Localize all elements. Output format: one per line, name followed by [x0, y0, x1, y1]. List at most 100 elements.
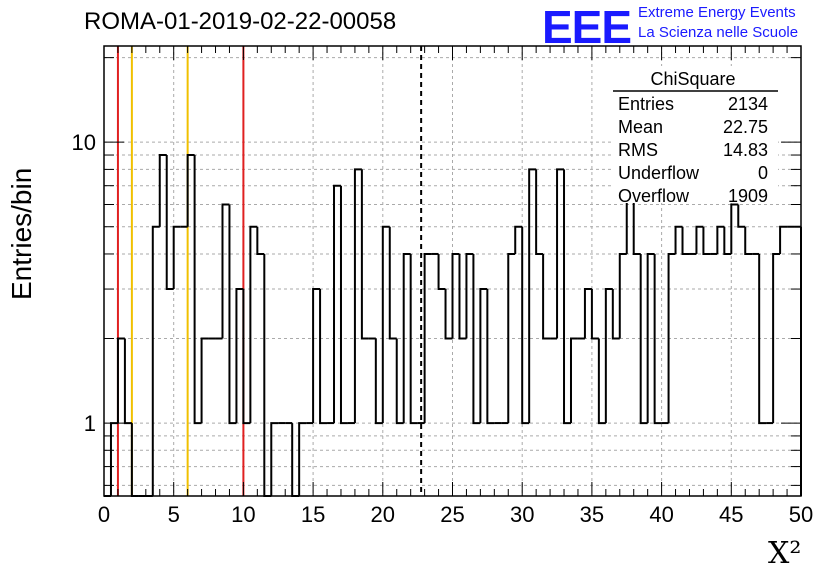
histogram-bin — [333, 184, 341, 424]
histogram-bin — [758, 253, 767, 425]
x-axis-label: X² — [768, 536, 802, 571]
x-tick-label: 50 — [789, 502, 813, 527]
x-tick-label: 20 — [371, 502, 395, 527]
histogram-bin — [151, 225, 160, 496]
histogram-bin — [772, 252, 781, 424]
eee-logo: EEE — [542, 1, 632, 53]
stats-row-value: 22.75 — [723, 117, 768, 137]
chart-title: ROMA-01-2019-02-22-00058 — [84, 8, 397, 35]
histogram-bin — [123, 338, 132, 425]
y-axis-label: Entries/bin — [6, 167, 37, 300]
x-tick-label: 40 — [649, 502, 673, 527]
histogram-bin — [409, 253, 418, 425]
histogram-bin — [339, 185, 348, 425]
histogram-bin — [779, 225, 788, 254]
histogram-bin — [479, 288, 488, 424]
histogram-bin — [542, 253, 551, 340]
histogram-bin — [695, 225, 704, 254]
stats-row-label: Overflow — [618, 186, 690, 206]
histogram-bin — [639, 253, 648, 425]
histogram-bin — [381, 225, 390, 424]
histogram-bin — [312, 288, 321, 424]
x-tick-label: 30 — [510, 502, 534, 527]
histogram-bin — [521, 226, 530, 425]
histogram-bin — [535, 169, 544, 255]
histogram-bin — [507, 252, 516, 424]
histogram-bin — [681, 226, 690, 255]
histogram-bin — [472, 253, 481, 425]
stats-row-value: 14.83 — [723, 140, 768, 160]
histogram-bin — [514, 225, 523, 254]
stats-row-label: Underflow — [618, 163, 700, 183]
histogram-bin — [451, 252, 460, 339]
y-tick-label: 10 — [72, 130, 96, 155]
histogram-bin — [444, 289, 453, 340]
histogram-bin — [583, 288, 592, 339]
histogram-bin — [744, 226, 753, 255]
histogram-bin — [563, 169, 571, 425]
x-tick-label: 10 — [231, 502, 255, 527]
x-tick-label: 35 — [580, 502, 604, 527]
histogram-bin — [458, 253, 467, 340]
histogram-bin — [353, 168, 362, 424]
histogram-bin — [200, 337, 209, 424]
histogram-bin — [172, 225, 181, 290]
histogram-bin — [193, 155, 202, 425]
x-tick-label: 5 — [168, 502, 180, 527]
stats-row-label: Mean — [618, 117, 663, 137]
histogram-bin — [235, 288, 244, 424]
histogram-bin — [158, 154, 167, 227]
histogram-bin — [360, 169, 369, 340]
logo-line-2: La Scienza nelle Scuole — [638, 24, 799, 41]
y-tick-label: 1 — [84, 411, 96, 436]
histogram-bin — [242, 289, 251, 425]
stats-row-label: RMS — [618, 140, 658, 160]
histogram-bin — [597, 338, 606, 425]
histogram-bin — [116, 337, 125, 424]
histogram-bin — [667, 252, 676, 424]
histogram-bin — [256, 226, 265, 255]
stats-box — [613, 66, 778, 203]
histogram-bin — [556, 168, 565, 339]
histogram-bin — [270, 422, 279, 496]
histogram-bin — [228, 204, 237, 425]
histogram-bin — [723, 226, 732, 255]
histogram-bin — [437, 253, 446, 291]
histogram-bin — [716, 225, 725, 254]
histogram-bin — [388, 226, 397, 340]
stats-row-value: 0 — [758, 163, 768, 183]
histogram-bin — [298, 422, 307, 496]
histogram-bin — [730, 203, 739, 254]
stats-box-title: ChiSquare — [650, 69, 735, 89]
histogram-bin — [402, 252, 411, 424]
histogram-bin — [395, 338, 404, 425]
x-tick-label: 45 — [719, 502, 743, 527]
x-tick-label: 0 — [98, 502, 110, 527]
histogram-bin — [590, 289, 599, 340]
stats-row-value: 2134 — [728, 94, 768, 114]
histogram-bin — [486, 289, 495, 425]
histogram-bin — [618, 252, 627, 339]
histogram-bin — [653, 253, 662, 425]
histogram-bin — [702, 226, 711, 255]
histogram-bin — [646, 252, 655, 424]
histogram-bin — [528, 168, 537, 424]
histogram-bin — [465, 252, 474, 339]
histogram-bin — [423, 252, 432, 424]
histogram-bin — [186, 154, 195, 227]
histogram-bin — [611, 289, 620, 340]
x-tick-label: 15 — [301, 502, 325, 527]
histogram-bin — [221, 203, 230, 339]
stats-row-value: 1909 — [728, 186, 768, 206]
histogram-bin — [374, 338, 383, 425]
logo-line-1: Extreme Energy Events — [638, 4, 796, 21]
histogram-bin — [263, 253, 272, 497]
histogram-bin — [319, 289, 328, 425]
x-tick-label: 25 — [440, 502, 464, 527]
histogram-bin — [165, 155, 174, 291]
histogram-bin — [569, 337, 578, 424]
stats-row-label: Entries — [618, 94, 674, 114]
histogram-bin — [249, 225, 258, 424]
histogram-bin — [604, 288, 613, 424]
